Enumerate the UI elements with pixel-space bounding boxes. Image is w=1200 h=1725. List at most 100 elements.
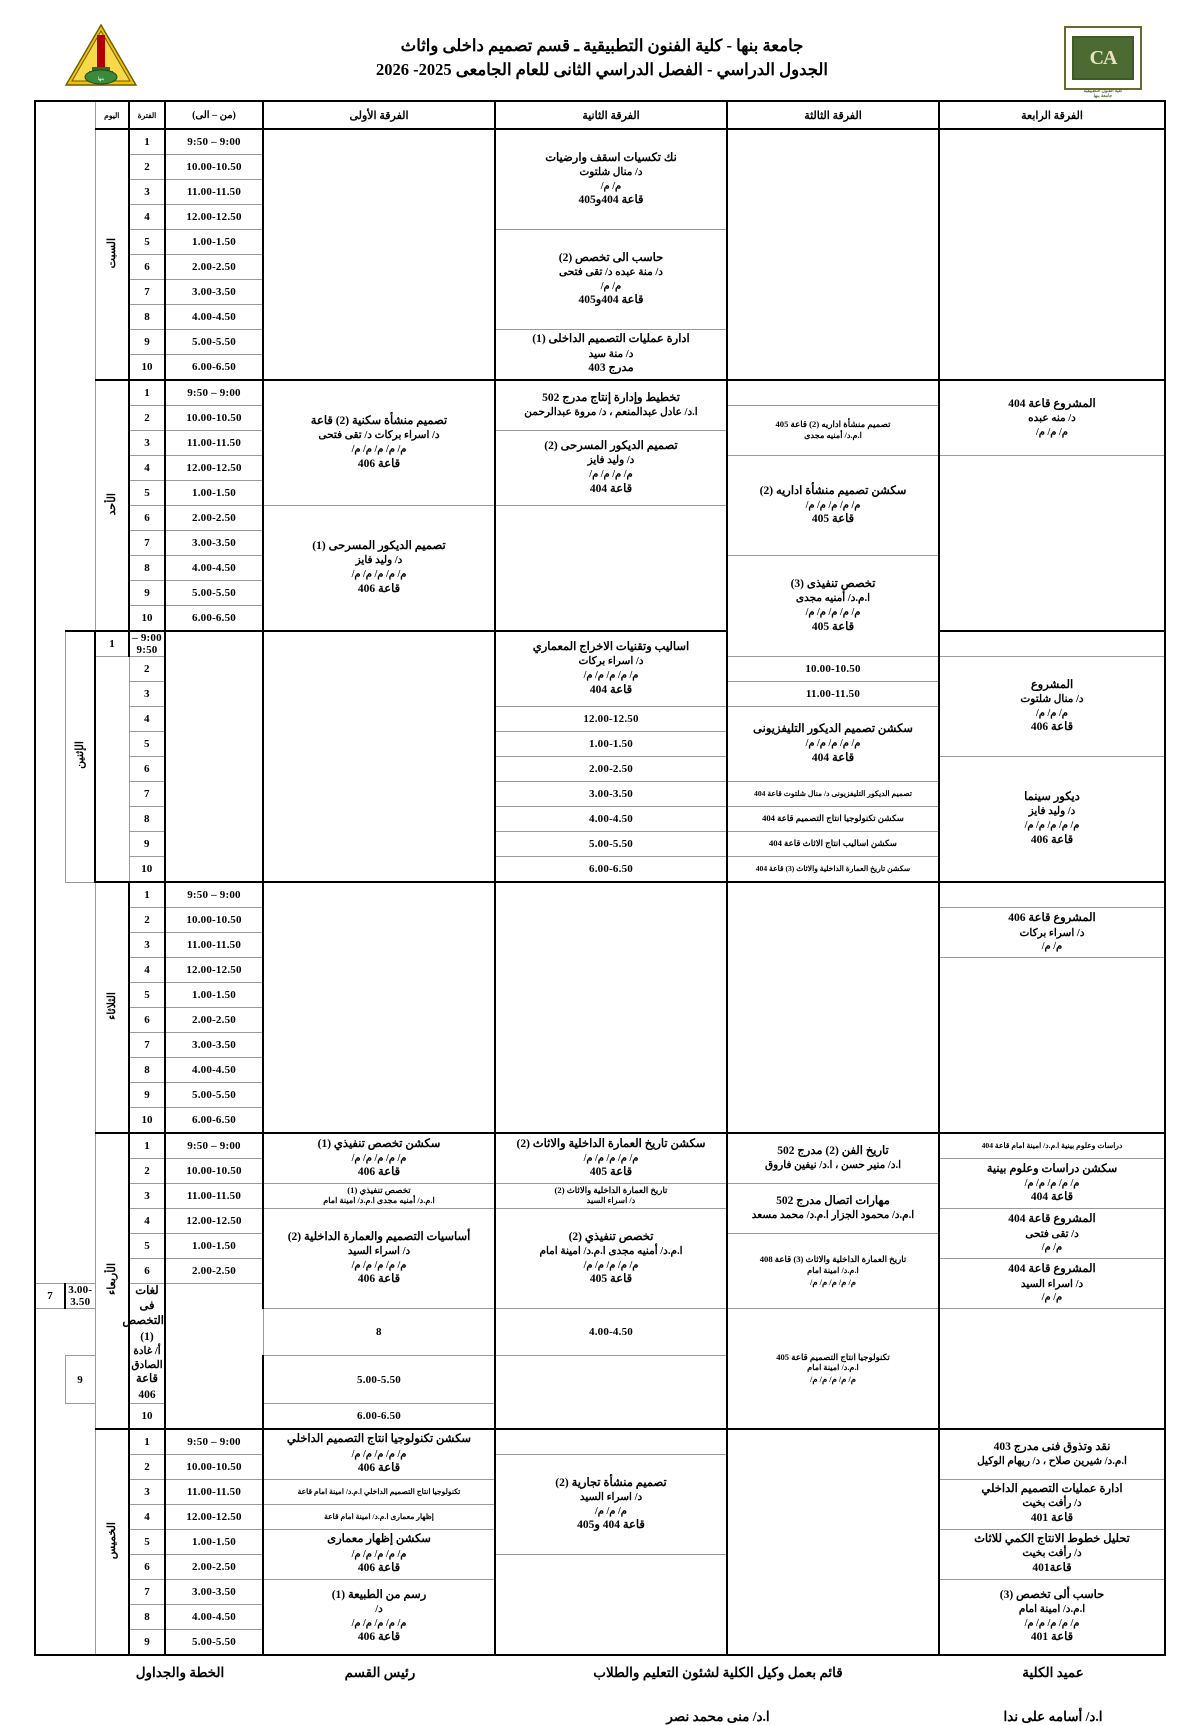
cell-wed-g2-2: تاريخ العمارة الداخلية والاثاث (2) د/ اس…	[494, 1183, 728, 1209]
cell-wed-g4-3: المشروع قاعة 404 د/ تقى فتحى م/ م/	[938, 1208, 1166, 1259]
time-cell: 9:00 – 9:50	[164, 128, 264, 155]
time-cell: 3.00-3.50	[164, 1032, 264, 1058]
table-row: نك تكسيات اسقف وارضيات د/ منال شلتوت م/ …	[35, 128, 1166, 381]
period-cell: 4	[128, 1208, 166, 1234]
table-row: تاريخ العمارة الداخلية والاثاث (3) قاعة …	[35, 1233, 1165, 1309]
table-row: 11.00-11.50 3	[35, 179, 1165, 205]
time-cell: 2.00-2.50	[164, 254, 264, 280]
time-cell: 1.00-1.50	[164, 982, 264, 1008]
period-cell: 5	[128, 731, 166, 757]
cell-wed-g3-1: تاريخ الفن (2) مدرج 502 ا.د/ منير حسن ، …	[726, 1132, 940, 1184]
col-header-grade4: الفرقة الرابعة	[938, 100, 1166, 130]
table-row: حاسب ألى تخصص (3) ا.م.د/ امينة امام م/ م…	[35, 1578, 1166, 1656]
table-row: المشروع قاعة 404 د/ منه عبده م/ م/ م/ تخ…	[35, 379, 1166, 632]
time-cell: 3.00-3.50	[64, 1283, 96, 1309]
header-line-2: الجدول الدراسي - الفصل الدراسي الثانى لل…	[375, 60, 829, 79]
period-cell: 6	[128, 1007, 166, 1033]
period-cell: 3	[128, 430, 166, 456]
cell-sun-g2-2: تصميم الديكور المسرحى (2) د/ وليد فايز م…	[494, 430, 728, 506]
cell-wed-g4-pad	[938, 1307, 1166, 1430]
time-cell: 1.00-1.50	[494, 731, 728, 757]
table-row: تخصص تنفيذى (3) ا.م.د/ أمنيه مجدى م/ م/ …	[35, 555, 1165, 657]
time-cell: 10.00-10.50	[164, 1158, 264, 1184]
time-cell: 1.00-1.50	[164, 480, 264, 506]
table-row: تصميم منشأة تجارية (2) د/ اسراء السيد م/…	[35, 1453, 1165, 1555]
cell-mon-g3-4: سكشن تكنولوجيا انتاج التصميم قاعة 404	[726, 806, 940, 832]
period-cell: 8	[128, 806, 166, 832]
table-row: اساليب وتقنيات الاخراج المعماري د/ اسراء…	[35, 630, 1166, 883]
cell-mon-g3-6: سكشن تاريخ العمارة الداخلية والاثاث (3) …	[726, 856, 940, 883]
time-cell: 4.00-4.50	[164, 1057, 264, 1083]
time-cell: 1.00-1.50	[164, 1528, 264, 1555]
table-row: 10.00-10.50 2	[35, 154, 1165, 180]
table-row: 2.00-2.50 6	[35, 1553, 1165, 1656]
table-row: 4.00-4.50 8	[35, 1603, 1165, 1630]
day-label-thu: الخميس	[94, 1427, 130, 1656]
cell-sun-g3-2: سكشن تصميم منشأة اداريه (2) م/ م/ م/ م/ …	[726, 455, 940, 556]
table-row: 4.00-4.50 8	[35, 1057, 1165, 1083]
period-cell: 3	[128, 1478, 166, 1505]
time-cell: 12.00-12.50	[164, 957, 264, 983]
cell-sat-g2-3: ادارة عمليات التصميم الداخلى (1) د/ منة …	[494, 329, 728, 381]
vice-dean-name: ا.د/ منى محمد نصر	[666, 1708, 770, 1724]
table-row: المشروع د/ منال شلتوت م/ م/ م/ قاعة 406 …	[35, 656, 1166, 757]
faculty-of-applied-arts-logo: CA كلية الفنون التطبيقية جامعة بنها	[1064, 26, 1142, 98]
university-crest-icon: بنها	[64, 23, 138, 86]
table-row: تكنولوجيا انتاج التصميم قاعة 405 ا.م.د/ …	[35, 1307, 1166, 1430]
table-row: تصميم الديكور المسرحى (2) د/ وليد فايز م…	[35, 430, 1165, 506]
signature-footer: عميد الكلية قائم بعمل وكيل الكلية لشئون …	[34, 1656, 1166, 1725]
cell-wed-g1-3: أساسيات التصميم والعمارة الداخلية (2) د/…	[262, 1208, 496, 1309]
time-cell: 11.00-11.50	[726, 681, 940, 707]
table-row: 2.00-2.50 6	[35, 1007, 1165, 1033]
table-row: 1.00-1.50 5	[35, 731, 1165, 757]
cell-wed-g3-2: مهارات اتصال مدرج 502 ا.م.د/ محمود الجزا…	[726, 1183, 940, 1234]
page-header: CA كلية الفنون التطبيقية جامعة بنها جامعة…	[34, 22, 1166, 98]
period-cell: 4	[128, 455, 166, 481]
time-cell: 5.00-5.50	[262, 1355, 496, 1404]
period-cell: 4	[128, 706, 166, 732]
table-row: تصميم منشأة اداريه (2) قاعة 405 ا.م.د/ أ…	[35, 405, 1165, 456]
period-cell: 1	[128, 1132, 166, 1159]
benha-university-logo: بنها	[62, 23, 140, 94]
plans-and-schedules-name	[96, 1681, 264, 1709]
cell-thu-g1-2: تكنولوجيا انتاج التصميم الداخلي ا.م.د/ ا…	[262, 1478, 496, 1505]
time-cell: 5.00-5.50	[164, 1082, 264, 1108]
period-cell: 5	[128, 1528, 166, 1555]
table-row: سكشن تصميم منشأة اداريه (2) م/ م/ م/ م/ …	[35, 455, 1166, 632]
table-row: 3.00-3.50 7	[35, 1032, 1165, 1058]
table-row: نقد وتذوق فنى مدرج 403 ا.م.د/ شيرين صلاح…	[35, 1427, 1166, 1656]
period-cell: 3	[128, 1183, 166, 1209]
table-row: دراسات وعلوم بينية ا.م.د/ امينة امام قاع…	[35, 1132, 1166, 1430]
cell-sun-g2-pad	[494, 505, 728, 632]
page-title: جامعة بنها - كلية الفنون التطبيقية ـ قسم…	[140, 34, 1064, 82]
cell-wed-g2-3: تخصص تنفيذي (2) ا.م.د/ أمنيه مجدى ا.م.د/…	[494, 1208, 728, 1309]
period-cell: 10	[128, 1402, 166, 1430]
period-cell: 1	[94, 630, 130, 657]
time-cell: 11.00-11.50	[164, 430, 264, 456]
period-cell: 5	[128, 982, 166, 1008]
cell-tue-grade2	[494, 881, 728, 1134]
time-cell: 6.00-6.50	[164, 354, 264, 381]
cell-tue-grade3	[726, 881, 940, 1134]
footer-labels-row: عميد الكلية قائم بعمل وكيل الكلية لشئون …	[34, 1656, 1166, 1681]
period-cell: 9	[64, 1355, 96, 1404]
dean-name: ا.د/ أسامه على ندا	[1003, 1708, 1103, 1724]
cell-sat-grade1	[262, 128, 496, 381]
cell-mon-g4-1: المشروع د/ منال شلتوت م/ م/ م/ قاعة 406	[938, 656, 1166, 757]
cell-sat-g2-2: حاسب الى تخصص (2) د/ منة عبده د/ تقى فتح…	[494, 229, 728, 330]
cell-wed-g1-1: سكشن تخصص تنفيذي (1) م/ م/ م/ م/ م/ قاعة…	[262, 1132, 496, 1184]
cell-tue-g4-pad2	[938, 957, 1166, 1134]
table-row: ادارة عمليات التصميم الداخلي د/ رأفت بخي…	[35, 1478, 1166, 1530]
cell-wed-g2-pad	[164, 1282, 264, 1430]
table-row: 5.00-5.50 9	[35, 1355, 1165, 1430]
time-cell: 2.00-2.50	[164, 1007, 264, 1033]
period-cell: 7	[128, 530, 166, 556]
table-row: 5.00-5.50 9	[35, 580, 1165, 606]
cell-tue-g4-pad	[938, 881, 1166, 908]
table-row: 5.00-5.50 9	[35, 1082, 1165, 1108]
period-cell: 5	[128, 1233, 166, 1259]
cell-thu-g4-2: ادارة عمليات التصميم الداخلي د/ رأفت بخي…	[938, 1478, 1166, 1530]
period-cell: 3	[128, 681, 166, 707]
period-cell: 8	[128, 555, 166, 581]
plans-and-schedules-label: الخطة والجداول	[135, 1664, 225, 1680]
